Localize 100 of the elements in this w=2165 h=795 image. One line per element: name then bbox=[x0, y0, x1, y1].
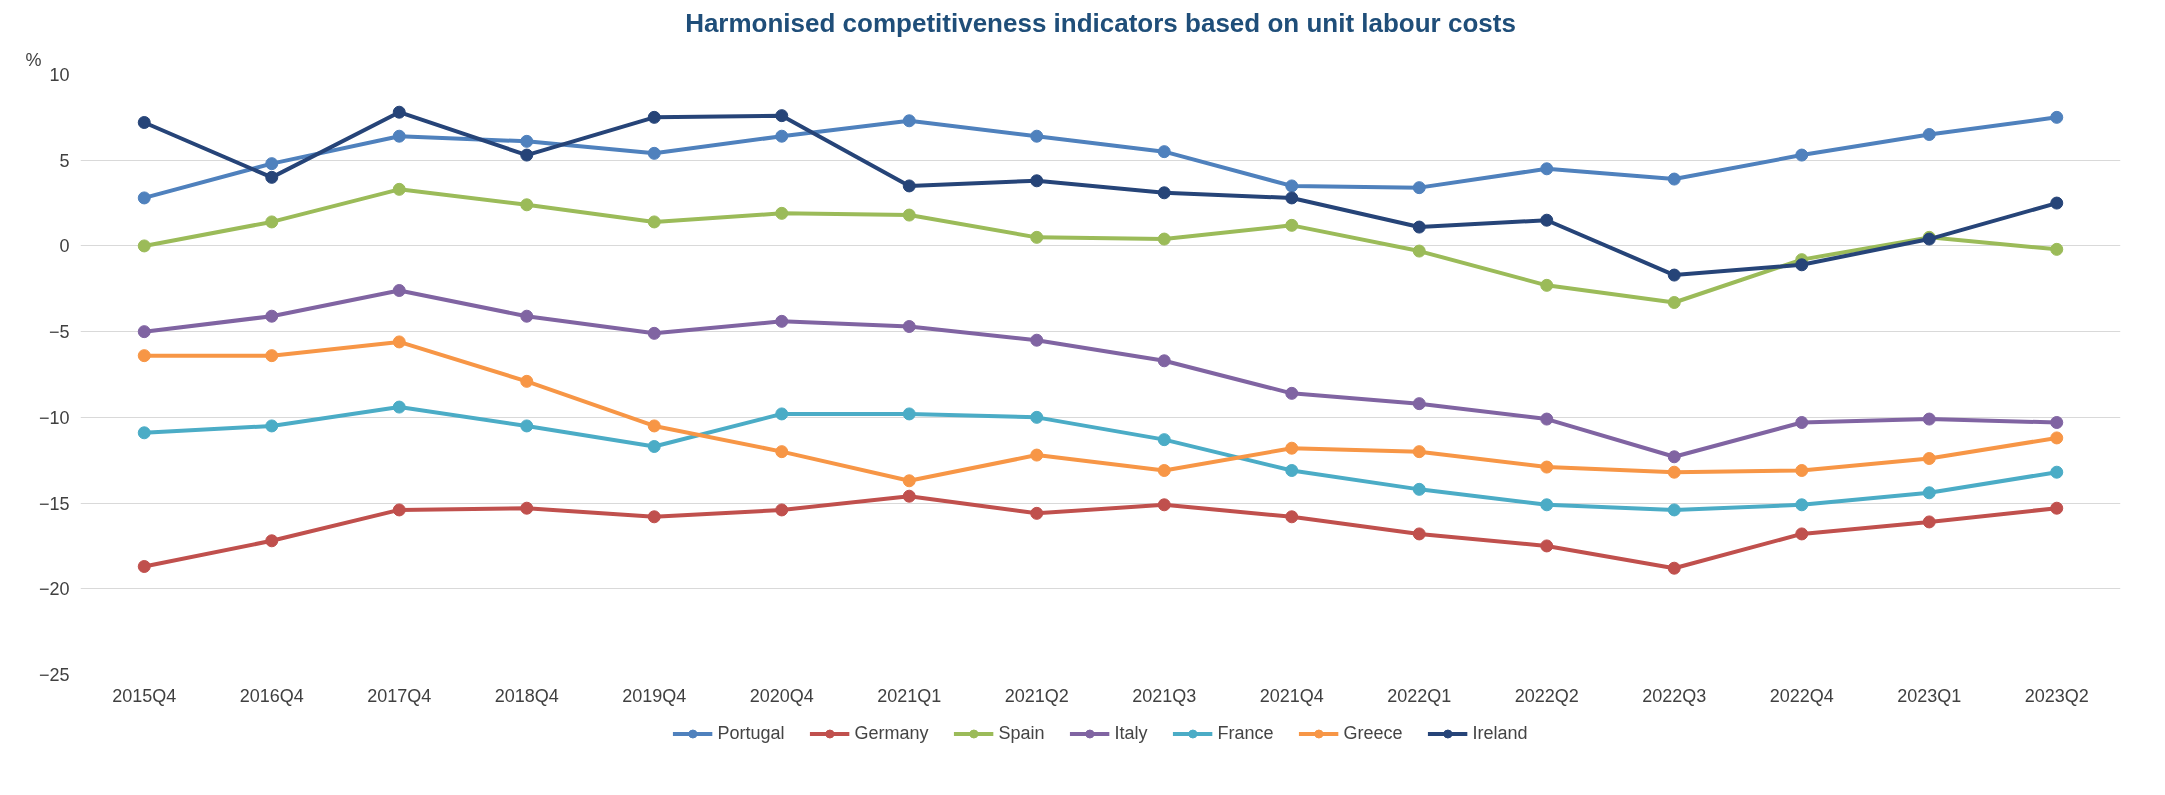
point bbox=[902, 208, 916, 222]
x-tick-label: 2022Q3 bbox=[1642, 685, 1707, 706]
point bbox=[392, 105, 406, 119]
legend-label: Greece bbox=[1343, 722, 1403, 744]
x-tick-label: 2021Q1 bbox=[877, 685, 942, 706]
point bbox=[265, 157, 279, 171]
point bbox=[137, 239, 151, 253]
point bbox=[520, 501, 534, 515]
point bbox=[2050, 501, 2064, 515]
point bbox=[392, 335, 406, 349]
point bbox=[647, 326, 661, 340]
point bbox=[1285, 218, 1299, 232]
y-tick-label: −15 bbox=[38, 493, 70, 514]
point bbox=[392, 284, 406, 297]
point bbox=[2050, 110, 2064, 124]
y-axis-title: % bbox=[25, 49, 42, 70]
point bbox=[2050, 196, 2064, 210]
point bbox=[1157, 354, 1171, 368]
point bbox=[1540, 539, 1554, 553]
legend-label: Italy bbox=[1114, 722, 1148, 744]
point bbox=[137, 191, 151, 205]
point bbox=[1030, 506, 1044, 520]
point bbox=[1030, 230, 1044, 244]
x-tick-label: 2019Q4 bbox=[622, 685, 687, 706]
legend-label: Portugal bbox=[717, 722, 785, 744]
point bbox=[1667, 172, 1681, 186]
point bbox=[1412, 527, 1426, 541]
point bbox=[775, 503, 789, 517]
y-tick-label: −25 bbox=[38, 665, 70, 685]
chart-title: Harmonised competitiveness indicators based on unit labour costs bbox=[685, 7, 1516, 38]
legend-label: Ireland bbox=[1472, 722, 1528, 744]
point bbox=[392, 182, 406, 196]
x-tick-label: 2023Q2 bbox=[2024, 685, 2089, 706]
point bbox=[647, 419, 661, 433]
legend-label: Spain bbox=[998, 722, 1045, 744]
x-tick-label: 2021Q4 bbox=[1259, 685, 1324, 706]
point bbox=[647, 215, 661, 229]
point bbox=[775, 407, 789, 421]
x-tick-label: 2022Q4 bbox=[1769, 685, 1834, 706]
point bbox=[1030, 129, 1044, 143]
x-tick-label: 2016Q4 bbox=[239, 685, 304, 706]
x-tick-label: 2022Q2 bbox=[1514, 685, 1579, 706]
point bbox=[137, 349, 151, 363]
point bbox=[1922, 452, 1936, 465]
x-tick-label: 2020Q4 bbox=[749, 685, 814, 706]
point bbox=[647, 110, 661, 124]
legend-label: Germany bbox=[854, 722, 929, 744]
point bbox=[1412, 445, 1426, 459]
y-tick-label: −5 bbox=[48, 322, 70, 343]
point bbox=[2050, 431, 2064, 445]
point bbox=[1030, 410, 1044, 424]
point bbox=[1667, 268, 1681, 282]
point bbox=[902, 114, 916, 128]
legend-label: France bbox=[1217, 722, 1274, 744]
point bbox=[137, 426, 151, 440]
point bbox=[2050, 465, 2064, 479]
point bbox=[1412, 244, 1426, 258]
point bbox=[1795, 464, 1809, 477]
point bbox=[1157, 232, 1171, 246]
x-tick-label: 2017Q4 bbox=[367, 685, 432, 706]
point bbox=[775, 314, 789, 328]
point bbox=[1795, 527, 1809, 541]
point bbox=[2050, 242, 2064, 256]
y-tick-label: 10 bbox=[49, 65, 70, 85]
point bbox=[1285, 464, 1299, 477]
point bbox=[265, 170, 279, 184]
point bbox=[1667, 465, 1681, 479]
point bbox=[1667, 503, 1681, 517]
point bbox=[1667, 296, 1681, 309]
point bbox=[1540, 460, 1554, 474]
point bbox=[265, 215, 279, 229]
point bbox=[1922, 515, 1936, 529]
point bbox=[520, 374, 534, 388]
point bbox=[1922, 486, 1936, 500]
point bbox=[2050, 416, 2064, 429]
point bbox=[1795, 258, 1809, 272]
x-tick-label: 2021Q2 bbox=[1004, 685, 1069, 706]
point bbox=[1157, 186, 1171, 200]
point bbox=[775, 445, 789, 459]
point bbox=[1157, 145, 1171, 159]
point bbox=[902, 474, 916, 488]
point bbox=[902, 179, 916, 193]
point bbox=[1285, 191, 1299, 205]
point bbox=[1412, 181, 1426, 195]
point bbox=[520, 309, 534, 323]
point bbox=[1285, 386, 1299, 400]
point bbox=[1157, 433, 1171, 447]
point bbox=[137, 325, 151, 339]
point bbox=[137, 116, 151, 129]
y-tick-label: −10 bbox=[38, 407, 70, 428]
point bbox=[1922, 128, 1936, 141]
x-tick-label: 2023Q1 bbox=[1897, 685, 1962, 706]
point bbox=[1157, 498, 1171, 512]
point bbox=[775, 109, 789, 123]
point bbox=[1030, 448, 1044, 462]
point bbox=[1030, 333, 1044, 347]
point bbox=[1412, 397, 1426, 411]
x-tick-label: 2021Q3 bbox=[1132, 685, 1197, 706]
point bbox=[1667, 561, 1681, 575]
y-tick-label: −20 bbox=[38, 579, 70, 600]
